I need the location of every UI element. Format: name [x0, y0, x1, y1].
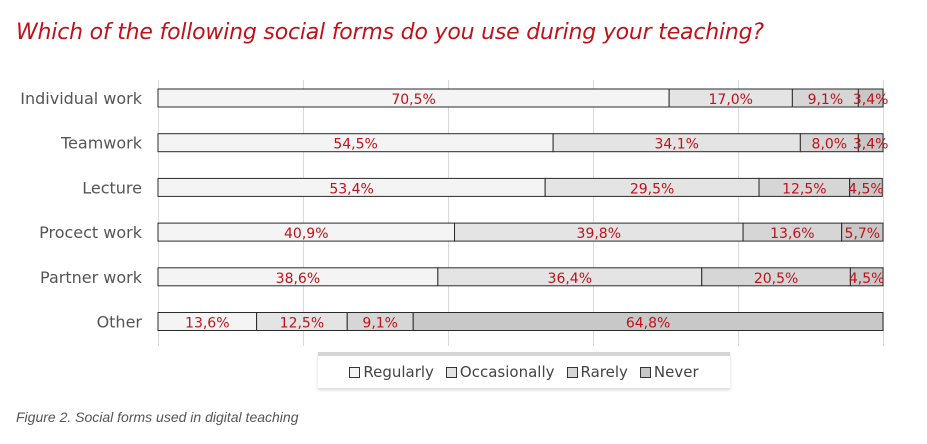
category-label-individual-work: Individual work — [20, 89, 142, 108]
legend-swatch-rarely — [566, 366, 578, 378]
data-label-regularly-teamwork: 54,5% — [333, 137, 377, 153]
bar-never-individual-work — [857, 88, 884, 108]
data-label-never-individual-work: 3,4% — [853, 92, 889, 108]
legend-item-occasionally: Occasionally — [445, 363, 555, 381]
legend-swatch-regularly — [349, 366, 361, 378]
data-label-never-procect-work: 5,7% — [845, 226, 881, 242]
chart-title: Which of the following social forms do y… — [16, 20, 764, 45]
bar-never-other — [412, 312, 884, 331]
legend-item-never: Never — [639, 363, 699, 381]
data-label-occasionally-other: 12,5% — [280, 316, 324, 332]
data-label-regularly-individual-work: 70,5% — [391, 92, 435, 108]
data-label-rarely-teamwork: 8,0% — [812, 137, 848, 153]
legend-label-occasionally: Occasionally — [459, 363, 555, 381]
chart-legend: Regularly Occasionally Rarely Never — [318, 352, 730, 388]
legend-label-regularly: Regularly — [363, 363, 434, 381]
bar-never-teamwork — [857, 133, 884, 153]
legend-item-regularly: Regularly — [349, 363, 434, 381]
data-label-occasionally-procect-work: 39,8% — [577, 226, 621, 242]
category-label-procect-work: Procect work — [39, 223, 143, 242]
category-label-teamwork: Teamwork — [60, 134, 143, 153]
data-label-occasionally-partner-work: 36,4% — [548, 271, 592, 287]
data-label-never-teamwork: 3,4% — [853, 137, 889, 153]
data-label-rarely-individual-work: 9,1% — [808, 92, 844, 108]
data-label-regularly-other: 13,6% — [185, 316, 229, 332]
data-label-regularly-lecture: 53,4% — [329, 181, 373, 197]
data-label-never-partner-work: 4,5% — [849, 271, 885, 287]
figure-caption: Figure 2. Social forms used in digital t… — [16, 409, 299, 425]
data-label-occasionally-teamwork: 34,1% — [654, 137, 698, 153]
legend-label-never: Never — [653, 363, 699, 381]
category-label-partner-work: Partner work — [40, 268, 143, 287]
bar-never-partner-work — [849, 267, 884, 287]
legend-item-rarely: Rarely — [566, 363, 628, 381]
category-label-other: Other — [97, 313, 143, 332]
category-label-lecture: Lecture — [82, 178, 142, 197]
data-label-never-lecture: 4,5% — [848, 181, 884, 197]
legend-swatch-never — [639, 366, 651, 378]
data-label-rarely-procect-work: 13,6% — [770, 226, 814, 242]
data-label-rarely-partner-work: 20,5% — [754, 271, 798, 287]
data-label-never-other: 64,8% — [626, 316, 670, 332]
data-label-rarely-other: 9,1% — [362, 316, 398, 332]
bar-never-lecture — [849, 177, 883, 197]
data-label-regularly-procect-work: 40,9% — [284, 226, 328, 242]
data-label-regularly-partner-work: 38,6% — [276, 271, 320, 287]
data-label-rarely-lecture: 12,5% — [782, 181, 826, 197]
data-label-occasionally-lecture: 29,5% — [630, 181, 674, 197]
legend-label-rarely: Rarely — [580, 363, 628, 381]
data-label-occasionally-individual-work: 17,0% — [709, 92, 753, 108]
bar-never-procect-work — [841, 222, 884, 242]
legend-swatch-occasionally — [445, 366, 457, 378]
